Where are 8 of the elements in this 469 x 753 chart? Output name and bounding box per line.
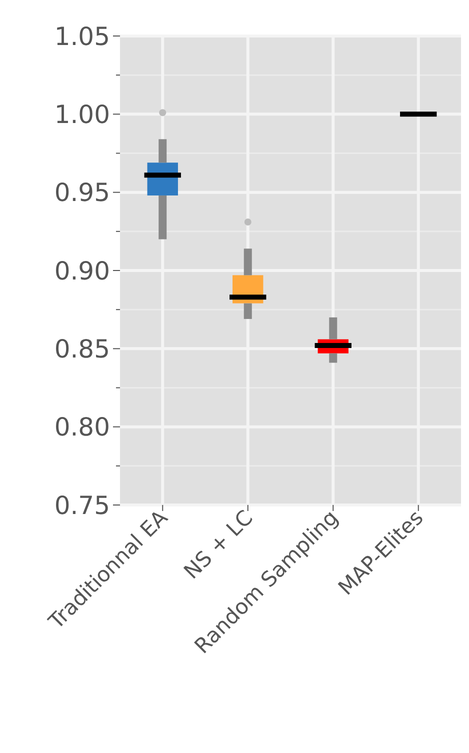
y-tick-label: 1.00 [54,100,110,129]
y-tick-label: 0.75 [54,490,110,520]
y-tick-label: 0.85 [54,334,110,364]
x-tick-label: NS + LC [179,506,258,584]
y-tick-label: 0.80 [54,412,110,442]
y-tick-label: 0.95 [54,178,110,208]
y-tick-label: 1.05 [54,22,110,51]
y-tick-label: 0.90 [54,256,110,286]
